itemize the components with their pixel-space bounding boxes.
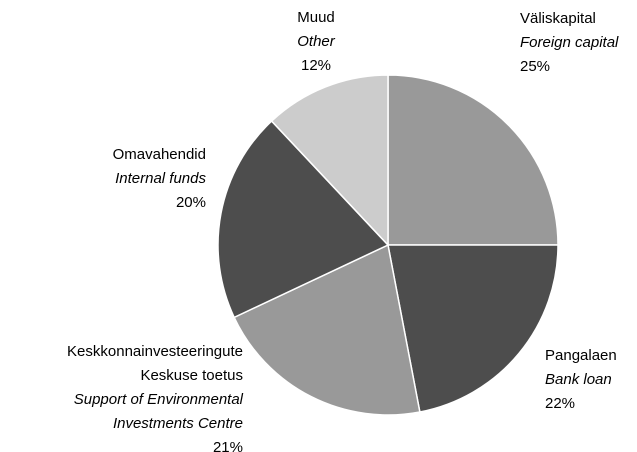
- slice-label-en: Internal funds: [115, 170, 206, 187]
- slice-label-en: Other: [297, 33, 336, 50]
- slice-label-en: Foreign capital: [520, 34, 619, 51]
- pie-slice: [217, 120, 390, 319]
- slice-label: Muud: [297, 9, 335, 26]
- slice-label: Omavahendid: [113, 146, 206, 163]
- slice-label: Väliskapital: [520, 10, 596, 27]
- slice-label-en: Support of Environmental: [74, 391, 244, 408]
- slice-label-en: Bank loan: [545, 371, 612, 388]
- slice-label: Pangalaen: [545, 347, 617, 364]
- value-label: 12%: [301, 57, 331, 74]
- slice-label: Keskkonnainvesteeringute: [67, 343, 243, 360]
- pie-slice: [233, 243, 421, 416]
- value-label: 22%: [545, 395, 575, 412]
- value-label: 25%: [520, 58, 550, 75]
- pie-slice: [270, 74, 389, 247]
- pie-slice: [387, 244, 559, 413]
- slice-label-en: Investments Centre: [113, 415, 243, 432]
- pie-slice: [387, 74, 559, 246]
- value-label: 21%: [213, 439, 243, 452]
- value-label: 20%: [176, 194, 206, 211]
- slice-label: Keskuse toetus: [140, 367, 243, 384]
